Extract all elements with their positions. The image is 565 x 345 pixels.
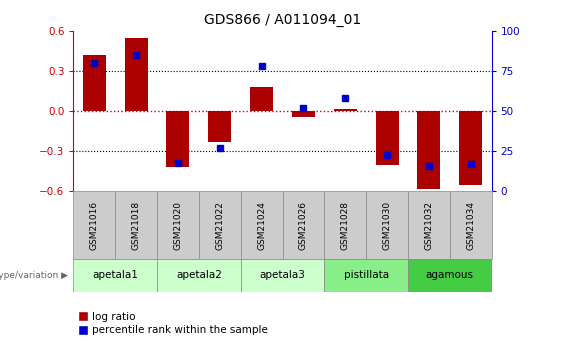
Text: GSM21024: GSM21024 [257,201,266,249]
FancyBboxPatch shape [157,191,199,259]
Text: GSM21016: GSM21016 [90,200,99,250]
FancyBboxPatch shape [199,191,241,259]
Text: agamous: agamous [426,270,473,280]
FancyBboxPatch shape [408,259,492,292]
FancyBboxPatch shape [282,191,324,259]
FancyBboxPatch shape [73,259,157,292]
Text: pistillata: pistillata [344,270,389,280]
FancyBboxPatch shape [73,191,115,259]
Bar [292,111,315,117]
Text: GSM21030: GSM21030 [383,200,392,250]
Text: GSM21034: GSM21034 [466,200,475,250]
Text: GSM21026: GSM21026 [299,200,308,250]
Text: apetala3: apetala3 [259,270,306,280]
FancyBboxPatch shape [366,191,408,259]
Bar [334,109,357,111]
Bar [418,111,440,189]
FancyBboxPatch shape [408,191,450,259]
Text: GSM21020: GSM21020 [173,200,182,250]
Text: GSM21032: GSM21032 [424,200,433,250]
Text: apetala2: apetala2 [176,270,222,280]
Bar [376,111,398,165]
Text: GSM21018: GSM21018 [132,200,141,250]
Text: genotype/variation ▶: genotype/variation ▶ [0,270,68,280]
Bar [167,111,189,167]
FancyBboxPatch shape [450,191,492,259]
Text: GSM21022: GSM21022 [215,201,224,249]
FancyBboxPatch shape [241,259,324,292]
FancyBboxPatch shape [324,259,408,292]
FancyBboxPatch shape [115,191,157,259]
Bar [83,55,106,111]
FancyBboxPatch shape [157,259,241,292]
Text: apetala1: apetala1 [92,270,138,280]
Text: GSM21028: GSM21028 [341,200,350,250]
Title: GDS866 / A011094_01: GDS866 / A011094_01 [204,13,361,27]
FancyBboxPatch shape [241,191,282,259]
Bar [208,111,231,142]
Bar [459,111,482,185]
Bar [250,87,273,111]
Legend: log ratio, percentile rank within the sample: log ratio, percentile rank within the sa… [79,312,268,335]
FancyBboxPatch shape [324,191,366,259]
Bar [125,38,147,111]
